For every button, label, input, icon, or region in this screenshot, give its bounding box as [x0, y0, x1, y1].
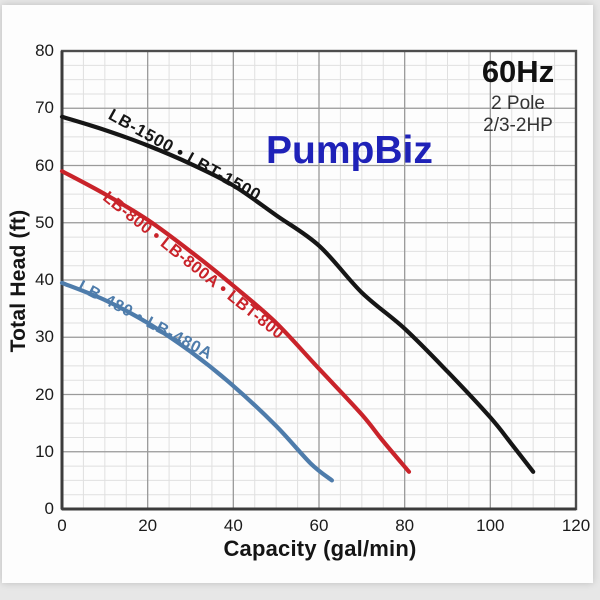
- x-tick-label: 100: [476, 516, 505, 535]
- y-axis-title: Total Head (ft): [7, 209, 30, 353]
- y-tick-labels: 0 10 20 30 40 50 60 70 80: [0, 0, 57, 600]
- x-tick-label: 20: [138, 516, 158, 535]
- horsepower-label: 2/3-2HP: [483, 115, 553, 137]
- brand-watermark: PumpBiz: [266, 129, 433, 172]
- x-tick-label: 0: [57, 516, 67, 535]
- y-tick-label: 20: [35, 384, 54, 404]
- y-tick-label: 40: [35, 270, 54, 289]
- curve-1: [59, 169, 412, 474]
- x-tick-label: 60: [309, 516, 329, 535]
- y-tick-label: 60: [35, 155, 54, 175]
- pole-label: 2 Pole: [491, 92, 545, 114]
- curves: [59, 114, 536, 483]
- frequency-label: 60Hz: [481, 54, 555, 89]
- spec-block: 60Hz 2 Pole 2/3-2HP: [460, 54, 576, 137]
- x-tick-labels: 0 20 40 60 80 100 120: [0, 516, 600, 538]
- y-tick-label: 50: [35, 212, 54, 232]
- x-tick-label: 120: [561, 516, 591, 535]
- y-tick-label: 0: [44, 499, 54, 518]
- x-axis-title: Capacity (gal/min): [223, 536, 417, 561]
- y-tick-label: 30: [35, 327, 54, 347]
- y-tick-label: 80: [35, 41, 54, 60]
- plot-frame: [60, 49, 578, 511]
- y-tick-label: 10: [35, 441, 54, 461]
- curve-2: [59, 280, 334, 483]
- x-tick-label: 40: [223, 516, 243, 535]
- x-tick-label: 80: [395, 516, 415, 535]
- y-tick-label: 70: [35, 98, 54, 118]
- curve-0: [59, 114, 536, 474]
